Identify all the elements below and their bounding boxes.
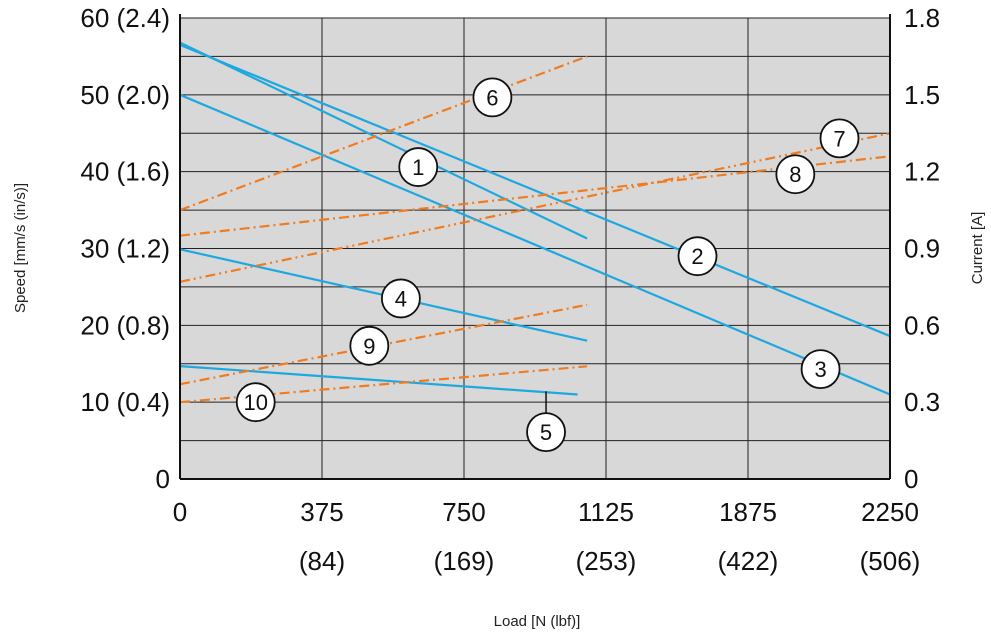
x-tick-label: 0 (173, 497, 187, 527)
y-left-axis-title: Speed [mm/s (in/s)] (12, 183, 29, 313)
series-label-circle-5 (526, 412, 566, 453)
x-tick-sublabel: (422) (718, 546, 779, 576)
x-tick-label: 1125 (578, 497, 634, 527)
series-label-circle-1 (398, 147, 439, 187)
tick-labels: 0 10 (0.4) 20 (0.8) 30 (1.2) 40 (1.6) 50 (2.0… (80, 3, 940, 576)
y-right-tick-label: 1.8 (904, 3, 940, 33)
series-label-circle-4 (380, 278, 421, 319)
series-line-7 (179, 132, 891, 283)
y-right-tick-label: 0.3 (904, 387, 940, 417)
series-label-10: 10 (243, 390, 267, 415)
series-label-circle-6 (472, 77, 513, 118)
series-label-circle-10 (235, 382, 276, 423)
y-left-tick-label: 60 (2.4) (80, 3, 170, 33)
axes (179, 14, 891, 480)
y-right-tick-label: 1.5 (904, 80, 940, 110)
series-line-2 (179, 43, 891, 338)
x-axis-title: Load [N (lbf)] (494, 613, 581, 630)
series-line-8 (179, 155, 891, 237)
series-label-6: 6 (486, 85, 498, 110)
y-right-tick-label: 1.2 (904, 157, 940, 187)
series-label-circle-3 (800, 349, 841, 390)
y-right-tick-label: 0.9 (904, 234, 940, 264)
series-label-5: 5 (540, 420, 552, 445)
y-left-tick-label: 50 (2.0) (80, 80, 170, 110)
y-left-tick-label: 0 (156, 464, 170, 494)
series-label-2: 2 (691, 244, 703, 269)
series-label-4: 4 (395, 286, 407, 311)
x-tick-label: 2250 (861, 497, 919, 527)
x-tick-label: 375 (300, 497, 343, 527)
series-label-3: 3 (814, 357, 826, 382)
y-left-tick-label: 10 (0.4) (80, 387, 170, 417)
y-left-tick-label: 20 (0.8) (80, 310, 170, 340)
series-labels: 1 2 3 4 5 6 7 8 9 10 (235, 77, 860, 453)
series-line-3 (179, 93, 891, 396)
x-tick-label: 1875 (719, 497, 777, 527)
series-line-6 (179, 55, 588, 212)
series-label-7: 7 (833, 126, 845, 151)
series-label-1: 1 (412, 155, 424, 180)
series-label-9: 9 (363, 334, 375, 359)
series-line-1 (179, 41, 588, 240)
x-tick-sublabel: (84) (299, 546, 345, 576)
x-tick-sublabel: (169) (434, 546, 495, 576)
y-left-tick-label: 40 (1.6) (80, 157, 170, 187)
y-left-tick-label: 30 (1.2) (80, 234, 170, 264)
series-label-circle-2 (677, 236, 718, 277)
y-right-axis-title: Current [A] (969, 212, 986, 285)
series-label-circle-7 (819, 118, 860, 159)
x-tick-label: 750 (442, 497, 485, 527)
series-label-circle-9 (349, 325, 390, 366)
y-right-tick-label: 0.6 (904, 310, 940, 340)
grid-lines (180, 17, 890, 479)
x-tick-sublabel: (253) (576, 546, 637, 576)
y-right-tick-label: 0 (904, 464, 918, 494)
x-tick-sublabel: (506) (860, 546, 921, 576)
series-label-circle-8 (775, 154, 816, 195)
series-label-8: 8 (789, 162, 801, 187)
